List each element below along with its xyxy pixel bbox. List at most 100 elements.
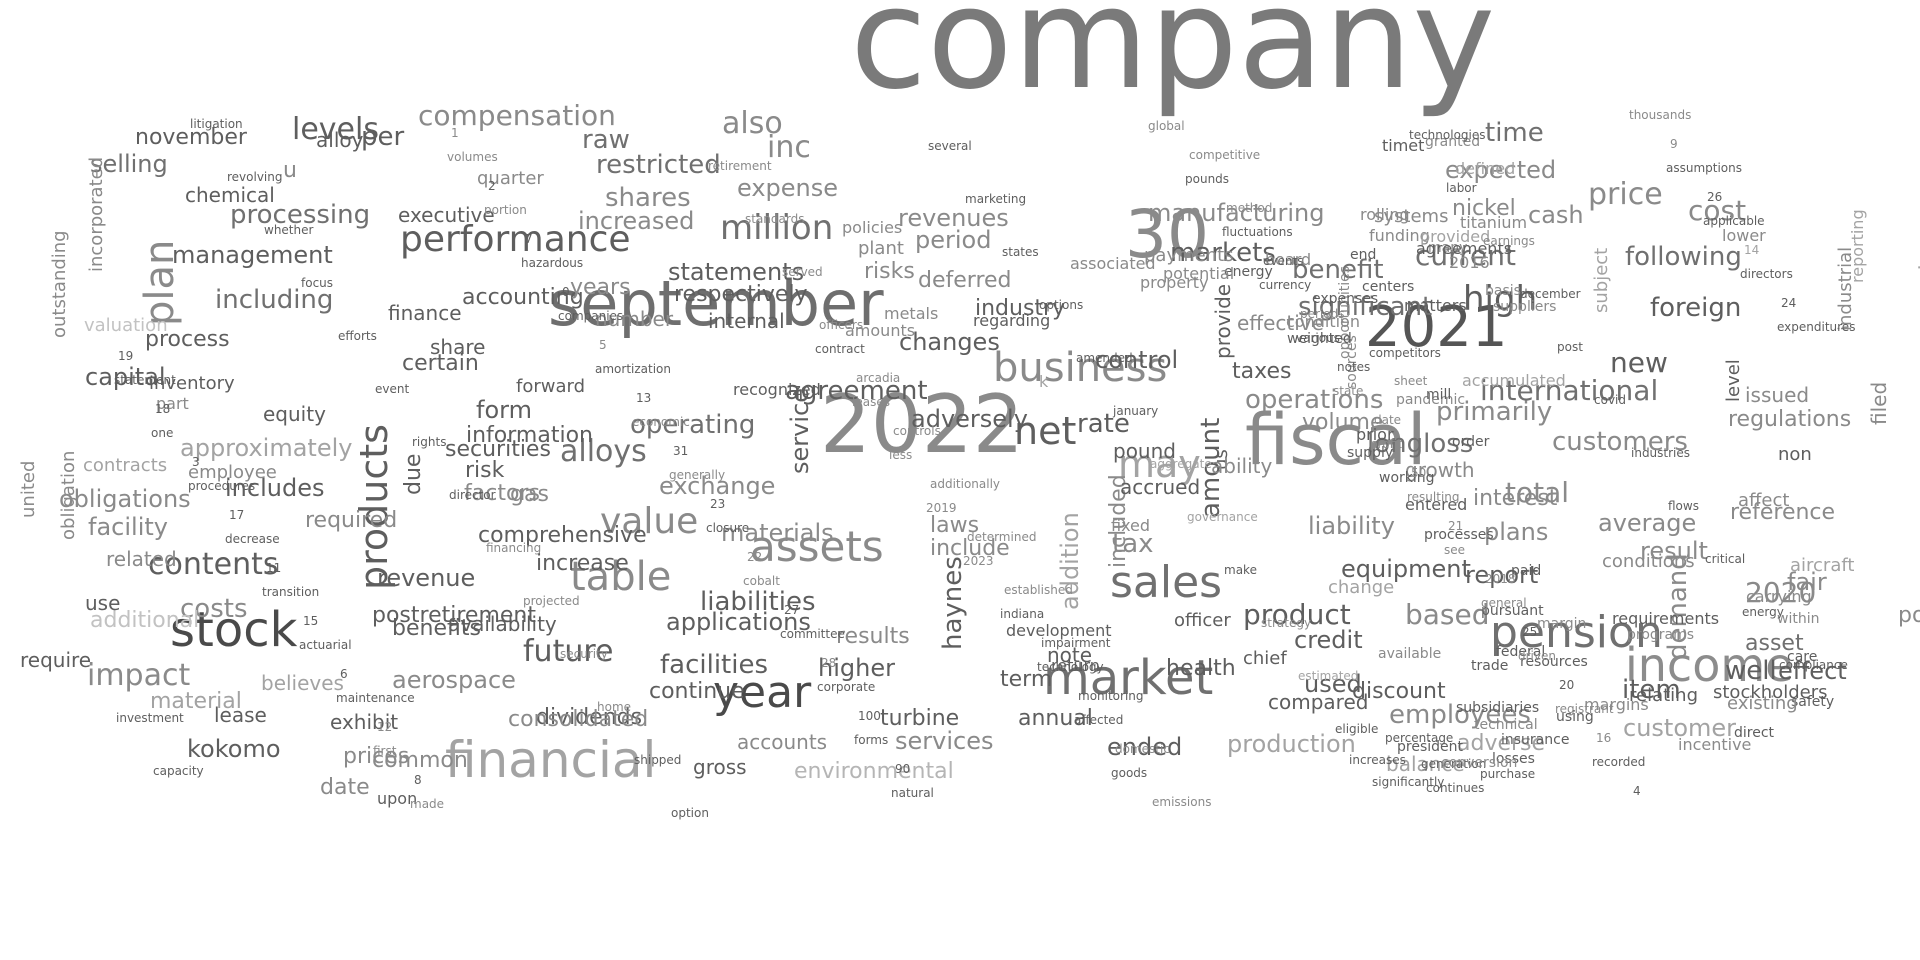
cloud-word: see (1444, 543, 1466, 557)
cloud-word: notes (1337, 360, 1371, 374)
cloud-word: 2022 (820, 378, 1024, 471)
cloud-word: federal (1496, 644, 1546, 660)
cloud-word: pounds (1185, 172, 1230, 186)
cloud-word: facilities (660, 650, 769, 680)
cloud-word: provide (1211, 283, 1235, 359)
cloud-word: years (570, 275, 631, 300)
cloud-word: 21 (1448, 519, 1464, 533)
cloud-word: 4 (1633, 784, 1641, 798)
cloud-word: volume (1302, 410, 1384, 435)
cloud-word: consolidated (508, 707, 649, 732)
cloud-word: statement (114, 373, 176, 387)
cloud-word: fluctuations (1222, 225, 1293, 239)
cloud-word: current (1415, 239, 1517, 272)
cloud-word: global (1148, 119, 1185, 133)
cloud-word: capacity (153, 764, 204, 778)
cloud-word: changes (899, 328, 1000, 356)
cloud-word: exhibit (330, 710, 399, 734)
cloud-word: investment (116, 711, 184, 725)
cloud-word: effect (1778, 657, 1847, 685)
cloud-word: alloy (316, 128, 364, 152)
cloud-word: home (597, 700, 632, 714)
cloud-word: information (466, 423, 593, 448)
cloud-word: adversely (911, 405, 1028, 433)
cloud-word: quarter (477, 168, 544, 189)
cloud-word: 100 (858, 709, 881, 723)
cloud-word: issued (1745, 383, 1810, 407)
cloud-word: matters (1404, 296, 1467, 315)
cloud-word: within (1777, 611, 1820, 627)
cloud-word: applications (666, 608, 811, 636)
cloud-word: corporate (817, 680, 876, 694)
cloud-word: post (1557, 340, 1583, 354)
cloud-word: net (1014, 409, 1077, 453)
cloud-word: exchange (659, 472, 776, 500)
cloud-word: registrant (1555, 702, 1614, 716)
cloud-word: domestic (1115, 742, 1170, 756)
cloud-word: method (1226, 201, 1273, 215)
cloud-word: 5 (599, 338, 607, 352)
cloud-word: require (20, 648, 92, 672)
cloud-word: annual (1018, 706, 1093, 731)
cloud-word: chemical (185, 183, 275, 207)
cloud-word: labor (1446, 181, 1477, 195)
cloud-word: governance (1187, 510, 1258, 524)
cloud-word: total (1505, 476, 1570, 509)
cloud-word: december (1520, 287, 1581, 301)
cloud-word: may (1118, 442, 1201, 486)
cloud-word: director (449, 488, 496, 502)
cloud-word: tax (1112, 529, 1154, 559)
cloud-word: foreign (1650, 293, 1742, 323)
cloud-word: resulting (1407, 490, 1460, 504)
cloud-word: served (782, 265, 823, 279)
cloud-word: asset (1745, 631, 1804, 656)
cloud-word: january (1113, 404, 1159, 418)
cloud-word: restricted (596, 150, 721, 180)
cloud-word: monitoring (1078, 689, 1144, 703)
cloud-word: 16 (1596, 731, 1612, 745)
cloud-word: markets (1170, 238, 1276, 268)
cloud-word: losses (1492, 751, 1535, 767)
cloud-word: development (1006, 621, 1112, 640)
cloud-word: rolling (1360, 205, 1410, 224)
cloud-word: 90 (895, 762, 911, 776)
cloud-word: supply (1347, 445, 1394, 461)
cloud-word: options (1039, 298, 1084, 312)
cloud-word: 7 (525, 232, 533, 246)
cloud-word: selling (90, 150, 168, 178)
cloud-word: market (1043, 650, 1214, 706)
cloud-word: events (1263, 254, 1304, 268)
cloud-word: equity (263, 402, 326, 426)
cloud-word: company (850, 0, 1496, 121)
cloud-word: level (1723, 359, 1744, 402)
cloud-word: ability (1211, 454, 1273, 478)
cloud-word: fixed (1111, 516, 1151, 535)
cloud-word: respectively (674, 282, 808, 307)
cloud-word: indiana (1000, 607, 1045, 621)
cloud-word: security (560, 647, 608, 661)
cloud-word: event (375, 382, 410, 396)
cloud-word: aerospace (392, 666, 516, 694)
cloud-word: certain (402, 351, 479, 376)
cloud-word: facility (88, 513, 168, 541)
cloud-word: revenues (898, 204, 1009, 232)
cloud-word: centers (1362, 279, 1415, 295)
cloud-word: finance (388, 301, 462, 325)
cloud-word: contract (815, 342, 865, 356)
cloud-word: flows (1668, 499, 1699, 513)
cloud-word: results (836, 624, 910, 649)
cloud-word: stock (170, 602, 298, 658)
cloud-word: assumptions (1666, 161, 1743, 175)
cloud-word: resources (1520, 654, 1588, 670)
cloud-word: financial (445, 731, 657, 789)
cloud-word: mill (1426, 387, 1452, 403)
cloud-word: increase (536, 551, 629, 576)
cloud-word: competitive (1189, 148, 1261, 162)
cloud-word: amortization (595, 362, 671, 376)
cloud-word: suppliers (1493, 299, 1557, 315)
cloud-word: efforts (338, 329, 377, 343)
cloud-word: shipped (634, 753, 682, 767)
cloud-word: affect (1738, 490, 1790, 511)
cloud-word: accounting (462, 285, 584, 310)
cloud-word: applicable (1703, 214, 1765, 228)
